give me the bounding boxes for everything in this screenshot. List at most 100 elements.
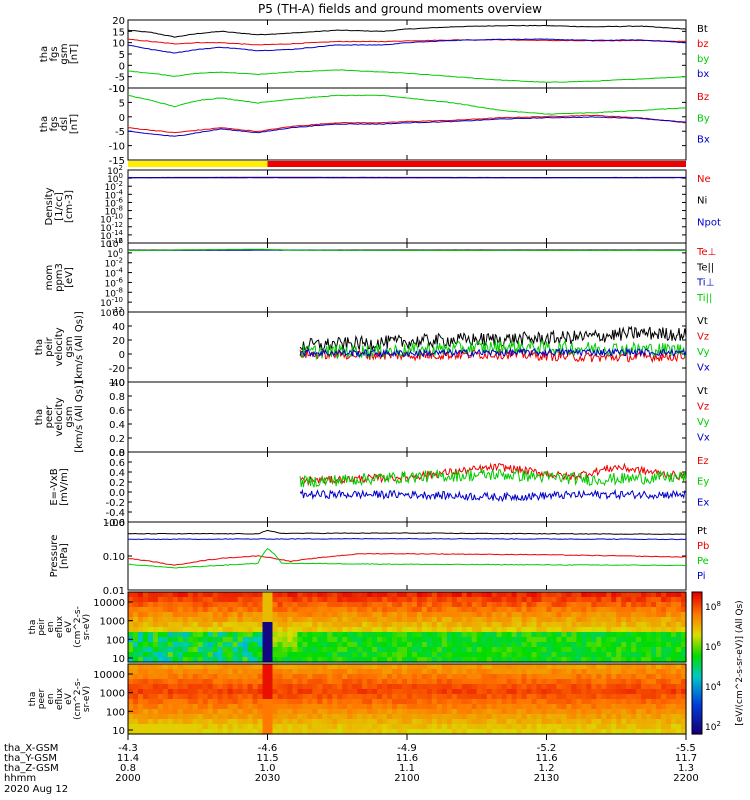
spectrogram-cell: [357, 684, 363, 690]
spectrogram-cell: [407, 694, 413, 700]
spectrogram-cell: [486, 714, 493, 720]
spectrogram-cell: [292, 642, 298, 648]
spectrogram-cell: [461, 674, 468, 680]
spectrogram-cell: [426, 704, 433, 710]
spectrogram-cell: [606, 602, 612, 608]
spectrogram-cell: [551, 637, 558, 643]
spectrogram-cell: [232, 657, 239, 663]
colorbar-cell: [692, 639, 702, 643]
spectrogram-cell: [202, 664, 209, 670]
spectrogram-cell: [466, 652, 473, 658]
spectrogram-cell: [402, 729, 408, 735]
spectrogram-cell: [506, 704, 513, 710]
series-pressure-3: [128, 537, 687, 541]
spectrogram-cell: [511, 647, 518, 653]
spectrogram-cell: [471, 699, 478, 705]
spectrogram-cell: [576, 617, 582, 623]
spectrogram-cell: [581, 684, 587, 690]
spectrogram-cell: [411, 684, 418, 690]
colorbar-cell: [692, 693, 702, 697]
spectrogram-cell: [411, 694, 418, 700]
spectrogram-cell: [147, 642, 154, 648]
spectrogram-cell: [392, 657, 398, 663]
spectrogram-cell: [491, 642, 498, 648]
spectrogram-cell: [332, 714, 338, 720]
spectrogram-cell: [641, 612, 647, 618]
spectrogram-cell: [631, 699, 637, 705]
y-tick-label: 5: [119, 50, 125, 61]
spectrogram-cell: [441, 689, 448, 695]
spectrogram-cell: [501, 612, 508, 618]
spectrogram-cell: [466, 689, 473, 695]
spectrogram-cell: [671, 664, 677, 670]
spectrogram-cell: [466, 674, 473, 680]
legend-label: Ti⊥: [696, 278, 714, 289]
spectrogram-cell: [128, 592, 134, 598]
spectrogram-cell: [626, 679, 632, 685]
spectrogram-cell: [392, 632, 398, 638]
spectrogram-cell: [257, 669, 264, 675]
spectrogram-cell: [367, 669, 373, 675]
spectrogram-cell: [292, 704, 298, 710]
spectrogram-cell: [486, 684, 493, 690]
spectrogram-cell: [526, 602, 533, 608]
spectrogram-cell: [232, 664, 239, 670]
spectrogram-cell: [377, 709, 383, 715]
spectrogram-cell: [327, 724, 333, 730]
spectrogram-cell: [526, 664, 533, 670]
spectrogram-cell: [272, 684, 279, 690]
spectrogram-cell: [646, 612, 652, 618]
spectrogram-cell: [651, 592, 657, 598]
spectrogram-cell: [362, 637, 368, 643]
spectrogram-cell: [407, 704, 413, 710]
spectrogram-cell: [252, 719, 259, 725]
spectrogram-cell: [322, 669, 328, 675]
x-tick-label: 2000: [115, 773, 140, 784]
spectrogram-cell: [526, 592, 533, 598]
spectrogram-cell: [287, 607, 294, 613]
spectrogram-cell: [491, 607, 498, 613]
spectrogram-cell: [421, 642, 428, 648]
spectrogram-cell: [322, 729, 328, 735]
spectrogram-cell: [496, 669, 503, 675]
spectrogram-cell: [242, 592, 249, 598]
spectrogram-cell: [426, 719, 433, 725]
spectrogram-cell: [242, 669, 249, 675]
spectrogram-cell: [421, 679, 428, 685]
spectrogram-cell: [262, 632, 269, 638]
spectrogram-cell: [526, 632, 533, 638]
spectrogram-cell: [516, 684, 523, 690]
spectrogram-cell: [436, 714, 443, 720]
colorbar-cell: [692, 665, 702, 669]
spectrogram-cell: [182, 637, 189, 643]
spectrogram-cell: [511, 709, 518, 715]
spectrogram-cell: [202, 602, 209, 608]
spectrogram-cell: [501, 664, 508, 670]
spectrogram-cell: [197, 607, 204, 613]
spectrogram-cell: [476, 652, 483, 658]
spectrogram-cell: [372, 669, 378, 675]
spectrogram-cell: [436, 597, 443, 603]
spectrogram-cell: [187, 632, 194, 638]
spectrogram-cell: [446, 607, 453, 613]
spectrogram-cell: [128, 627, 134, 633]
spectrogram-cell: [347, 637, 353, 643]
spectrogram-cell: [636, 627, 642, 633]
spectrogram-cell: [421, 592, 428, 598]
spectrogram-cell: [591, 714, 597, 720]
spectrogram-cell: [352, 674, 358, 680]
spectrogram-y-axis-label: (cm^2-s-: [73, 678, 83, 720]
spectrogram-cell: [267, 632, 274, 638]
spectrogram-cell: [646, 714, 652, 720]
spectrogram-cell: [177, 709, 184, 715]
spectrogram-cell: [586, 622, 592, 628]
spectrogram-cell: [576, 719, 582, 725]
spectrogram-cell: [172, 627, 179, 633]
spectrogram-cell: [167, 592, 174, 598]
spectrogram-cell: [636, 669, 642, 675]
spectrogram-cell: [676, 684, 682, 690]
spectrogram-cell: [581, 704, 587, 710]
spectrogram-cell: [641, 602, 647, 608]
spectrogram-cell: [402, 724, 408, 730]
spectrogram-cell: [247, 694, 254, 700]
